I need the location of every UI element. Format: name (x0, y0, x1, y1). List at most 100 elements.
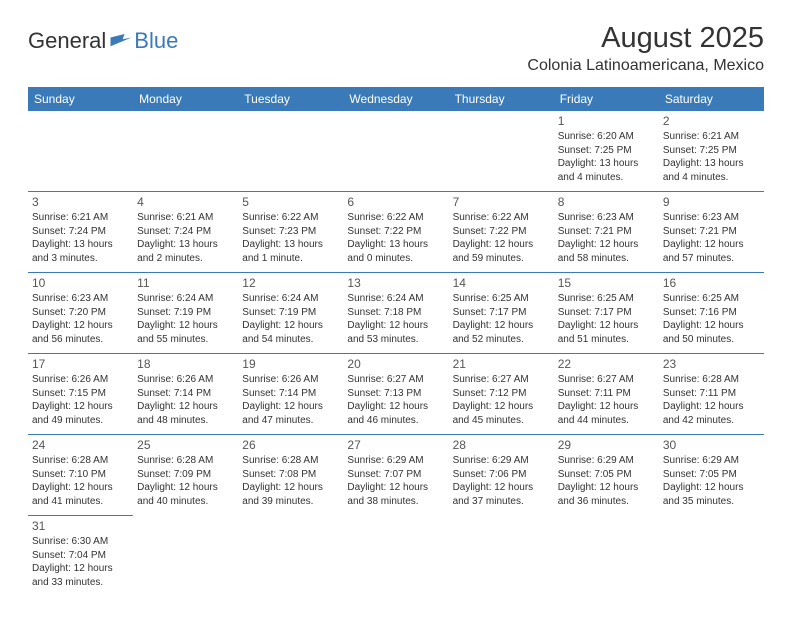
day-header: Friday (554, 87, 659, 111)
calendar-cell: 18Sunrise: 6:26 AMSunset: 7:14 PMDayligh… (133, 354, 238, 435)
calendar-cell: 26Sunrise: 6:28 AMSunset: 7:08 PMDayligh… (238, 435, 343, 516)
daylight-text: Daylight: 12 hours (453, 319, 550, 333)
daylight-text: Daylight: 13 hours (242, 238, 339, 252)
calendar-cell (554, 516, 659, 597)
sunset-text: Sunset: 7:22 PM (453, 225, 550, 239)
daylight-text: and 55 minutes. (137, 333, 234, 347)
logo-text-general: General (28, 28, 106, 54)
sunset-text: Sunset: 7:04 PM (32, 549, 129, 563)
sunrise-text: Sunrise: 6:23 AM (663, 211, 760, 225)
calendar-cell (133, 111, 238, 192)
sunset-text: Sunset: 7:07 PM (347, 468, 444, 482)
daylight-text: and 45 minutes. (453, 414, 550, 428)
calendar-cell (28, 111, 133, 192)
day-number: 11 (137, 275, 234, 291)
calendar-cell (449, 111, 554, 192)
sunrise-text: Sunrise: 6:28 AM (663, 373, 760, 387)
daylight-text: Daylight: 12 hours (663, 400, 760, 414)
calendar-cell: 24Sunrise: 6:28 AMSunset: 7:10 PMDayligh… (28, 435, 133, 516)
sunset-text: Sunset: 7:21 PM (663, 225, 760, 239)
sunset-text: Sunset: 7:22 PM (347, 225, 444, 239)
daylight-text: Daylight: 12 hours (137, 319, 234, 333)
sunrise-text: Sunrise: 6:28 AM (137, 454, 234, 468)
calendar-cell: 7Sunrise: 6:22 AMSunset: 7:22 PMDaylight… (449, 192, 554, 273)
daylight-text: Daylight: 12 hours (558, 481, 655, 495)
calendar-row: 17Sunrise: 6:26 AMSunset: 7:15 PMDayligh… (28, 354, 764, 435)
daylight-text: Daylight: 13 hours (558, 157, 655, 171)
day-number: 1 (558, 113, 655, 129)
calendar-cell: 31Sunrise: 6:30 AMSunset: 7:04 PMDayligh… (28, 516, 133, 597)
calendar-row: 31Sunrise: 6:30 AMSunset: 7:04 PMDayligh… (28, 516, 764, 597)
sunset-text: Sunset: 7:23 PM (242, 225, 339, 239)
sunset-text: Sunset: 7:16 PM (663, 306, 760, 320)
sunset-text: Sunset: 7:19 PM (137, 306, 234, 320)
daylight-text: and 46 minutes. (347, 414, 444, 428)
daylight-text: and 1 minute. (242, 252, 339, 266)
daylight-text: and 54 minutes. (242, 333, 339, 347)
day-header: Wednesday (343, 87, 448, 111)
day-number: 15 (558, 275, 655, 291)
daylight-text: and 42 minutes. (663, 414, 760, 428)
sunset-text: Sunset: 7:14 PM (137, 387, 234, 401)
daylight-text: and 52 minutes. (453, 333, 550, 347)
daylight-text: and 53 minutes. (347, 333, 444, 347)
sunset-text: Sunset: 7:08 PM (242, 468, 339, 482)
day-number: 20 (347, 356, 444, 372)
day-number: 16 (663, 275, 760, 291)
calendar-row: 3Sunrise: 6:21 AMSunset: 7:24 PMDaylight… (28, 192, 764, 273)
calendar-cell: 13Sunrise: 6:24 AMSunset: 7:18 PMDayligh… (343, 273, 448, 354)
daylight-text: Daylight: 13 hours (137, 238, 234, 252)
sunrise-text: Sunrise: 6:22 AM (242, 211, 339, 225)
daylight-text: Daylight: 12 hours (242, 319, 339, 333)
calendar-cell: 20Sunrise: 6:27 AMSunset: 7:13 PMDayligh… (343, 354, 448, 435)
sunset-text: Sunset: 7:24 PM (137, 225, 234, 239)
day-number: 13 (347, 275, 444, 291)
day-number: 18 (137, 356, 234, 372)
daylight-text: Daylight: 12 hours (242, 481, 339, 495)
calendar-row: 10Sunrise: 6:23 AMSunset: 7:20 PMDayligh… (28, 273, 764, 354)
logo-text-blue: Blue (134, 28, 178, 54)
sunrise-text: Sunrise: 6:22 AM (347, 211, 444, 225)
calendar-cell: 22Sunrise: 6:27 AMSunset: 7:11 PMDayligh… (554, 354, 659, 435)
daylight-text: Daylight: 12 hours (32, 400, 129, 414)
daylight-text: Daylight: 13 hours (347, 238, 444, 252)
calendar-cell: 27Sunrise: 6:29 AMSunset: 7:07 PMDayligh… (343, 435, 448, 516)
day-number: 7 (453, 194, 550, 210)
calendar-row: 1Sunrise: 6:20 AMSunset: 7:25 PMDaylight… (28, 111, 764, 192)
daylight-text: and 3 minutes. (32, 252, 129, 266)
daylight-text: Daylight: 12 hours (137, 400, 234, 414)
daylight-text: Daylight: 12 hours (663, 238, 760, 252)
calendar-cell: 10Sunrise: 6:23 AMSunset: 7:20 PMDayligh… (28, 273, 133, 354)
daylight-text: Daylight: 13 hours (663, 157, 760, 171)
calendar-cell: 28Sunrise: 6:29 AMSunset: 7:06 PMDayligh… (449, 435, 554, 516)
daylight-text: and 0 minutes. (347, 252, 444, 266)
sunrise-text: Sunrise: 6:21 AM (137, 211, 234, 225)
sunrise-text: Sunrise: 6:23 AM (32, 292, 129, 306)
sunrise-text: Sunrise: 6:25 AM (453, 292, 550, 306)
calendar-cell: 15Sunrise: 6:25 AMSunset: 7:17 PMDayligh… (554, 273, 659, 354)
sunset-text: Sunset: 7:24 PM (32, 225, 129, 239)
sunrise-text: Sunrise: 6:22 AM (453, 211, 550, 225)
day-number: 25 (137, 437, 234, 453)
day-number: 26 (242, 437, 339, 453)
sunrise-text: Sunrise: 6:24 AM (137, 292, 234, 306)
calendar-cell (238, 111, 343, 192)
sunset-text: Sunset: 7:09 PM (137, 468, 234, 482)
daylight-text: Daylight: 13 hours (32, 238, 129, 252)
sunrise-text: Sunrise: 6:28 AM (242, 454, 339, 468)
day-number: 22 (558, 356, 655, 372)
day-number: 21 (453, 356, 550, 372)
sunrise-text: Sunrise: 6:29 AM (453, 454, 550, 468)
location: Colonia Latinoamericana, Mexico (527, 57, 764, 75)
daylight-text: Daylight: 12 hours (558, 400, 655, 414)
day-number: 14 (453, 275, 550, 291)
daylight-text: and 58 minutes. (558, 252, 655, 266)
sunrise-text: Sunrise: 6:27 AM (558, 373, 655, 387)
sunset-text: Sunset: 7:17 PM (558, 306, 655, 320)
daylight-text: Daylight: 12 hours (347, 319, 444, 333)
daylight-text: Daylight: 12 hours (558, 238, 655, 252)
sunset-text: Sunset: 7:20 PM (32, 306, 129, 320)
sunrise-text: Sunrise: 6:29 AM (663, 454, 760, 468)
daylight-text: Daylight: 12 hours (32, 481, 129, 495)
calendar-cell: 6Sunrise: 6:22 AMSunset: 7:22 PMDaylight… (343, 192, 448, 273)
